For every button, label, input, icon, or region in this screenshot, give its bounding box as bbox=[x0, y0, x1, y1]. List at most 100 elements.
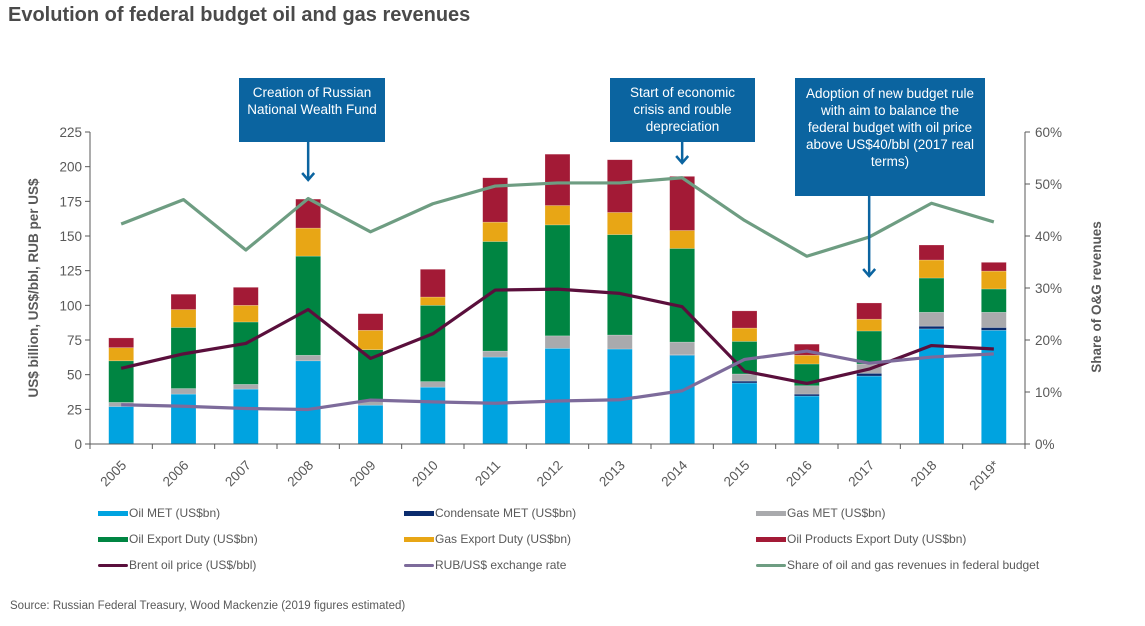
bar-segment-gas-export bbox=[295, 227, 321, 257]
legend-item-rub: RUB/US$ exchange rate bbox=[404, 558, 566, 572]
y2-tick-label: 10% bbox=[1035, 385, 1062, 400]
bar-segment-condensate-met bbox=[856, 372, 882, 377]
bar-segment-oil-met bbox=[544, 348, 571, 445]
bar-segment-oil-met bbox=[295, 360, 321, 445]
bar-segment-oil-met bbox=[669, 354, 695, 445]
bar-segment-oil-met bbox=[357, 404, 384, 445]
bar-segment-condensate-met bbox=[918, 325, 945, 330]
bar-segment-oil-products-export bbox=[981, 262, 1007, 272]
bar-segment-oil-products-export bbox=[233, 287, 259, 306]
bar-segment-oil-export bbox=[918, 277, 945, 313]
x-tick-label: 2009 bbox=[347, 458, 379, 490]
legend-swatch bbox=[404, 510, 434, 516]
bar-segment-oil-export bbox=[295, 255, 321, 356]
y2-tick-label: 20% bbox=[1035, 333, 1062, 348]
bar-segment-oil-met bbox=[482, 356, 508, 445]
bar-segment-gas-export bbox=[357, 329, 384, 351]
legend-item-brent: Brent oil price (US$/bbl) bbox=[98, 558, 256, 572]
callout-wealth-fund: Creation of Russian National Wealth Fund bbox=[239, 78, 385, 142]
x-tick-label: 2010 bbox=[409, 458, 441, 490]
legend-label: Oil Products Export Duty (US$bn) bbox=[787, 532, 967, 546]
legend-label: Gas MET (US$bn) bbox=[787, 506, 886, 520]
bar-segment-gas-export bbox=[544, 205, 571, 226]
legend-swatch bbox=[98, 510, 128, 516]
y-tick-label: 75 bbox=[67, 333, 82, 348]
bar-segment-oil-products-export bbox=[856, 302, 882, 320]
bar-segment-gas-export bbox=[856, 318, 882, 332]
bar-segment-gas-met bbox=[295, 354, 321, 362]
x-tick-label: 2018 bbox=[908, 458, 940, 490]
bar-segment-oil-products-export bbox=[108, 337, 134, 348]
source-note: Source: Russian Federal Treasury, Wood M… bbox=[10, 600, 406, 612]
bar-segment-gas-met bbox=[669, 341, 695, 356]
y-tick-label: 225 bbox=[59, 125, 82, 140]
legend-label: Gas Export Duty (US$bn) bbox=[435, 532, 572, 546]
bar-segment-oil-export bbox=[856, 330, 882, 365]
bar-segment-gas-met bbox=[607, 334, 633, 350]
bar-segment-oil-products-export bbox=[420, 268, 446, 298]
legend-label: Oil Export Duty (US$bn) bbox=[129, 532, 258, 546]
bar-segment-gas-met bbox=[794, 385, 820, 395]
legend-label: Brent oil price (US$/bbl) bbox=[129, 558, 257, 572]
y2-tick-label: 50% bbox=[1035, 177, 1062, 192]
bar-layer bbox=[108, 153, 1007, 445]
y-tick-label: 175 bbox=[59, 194, 82, 209]
y2-tick-label: 60% bbox=[1035, 125, 1062, 140]
y-tick-label: 125 bbox=[59, 264, 82, 279]
y-axis-title: US$ billion, US$/bbl, RUB per US$ bbox=[26, 178, 41, 398]
arrow-head-icon bbox=[301, 172, 316, 182]
y-tick-label: 100 bbox=[59, 298, 82, 313]
legend-swatch bbox=[98, 563, 128, 567]
legend-swatch bbox=[756, 563, 786, 567]
legend-label: Condensate MET (US$bn) bbox=[435, 506, 577, 520]
bar-segment-oil-products-export bbox=[357, 313, 384, 331]
arrow-head-icon bbox=[675, 155, 690, 165]
y2-tick-label: 40% bbox=[1035, 229, 1062, 244]
y-tick-label: 25 bbox=[67, 402, 82, 417]
callout-budget-rule: Adoption of new budget rule with aim to … bbox=[795, 78, 985, 196]
bar-segment-gas-export bbox=[731, 327, 758, 342]
bar-segment-oil-export bbox=[233, 321, 259, 385]
line-layer bbox=[120, 176, 995, 412]
legend-swatch bbox=[756, 536, 786, 542]
bar-segment-gas-met bbox=[482, 350, 508, 358]
x-tick-label: 2017 bbox=[845, 458, 877, 490]
legend-swatch bbox=[404, 536, 434, 542]
y-tick-label: 0 bbox=[74, 437, 82, 452]
x-tick-label: 2006 bbox=[160, 458, 192, 490]
legend-swatch bbox=[404, 563, 434, 567]
bar-segment-oil-export bbox=[420, 305, 446, 382]
bar-segment-gas-export bbox=[981, 270, 1007, 290]
x-tick-label: 2008 bbox=[284, 458, 316, 490]
bar-segment-oil-met bbox=[731, 382, 758, 445]
bar-segment-oil-export bbox=[669, 248, 695, 343]
bar-segment-oil-met bbox=[170, 393, 197, 445]
callout-text: Creation of Russian National Wealth Fund bbox=[247, 85, 377, 117]
bar-segment-condensate-met bbox=[981, 327, 1007, 331]
bar-segment-oil-met bbox=[233, 388, 259, 445]
bar-segment-oil-products-export bbox=[918, 244, 945, 261]
legend-label: RUB/US$ exchange rate bbox=[435, 558, 567, 572]
bar-segment-gas-export bbox=[108, 347, 134, 362]
x-tick-label: 2019* bbox=[966, 457, 1002, 493]
bar-segment-oil-met bbox=[420, 386, 446, 445]
bar-segment-gas-export bbox=[420, 296, 446, 306]
y-tick-label: 150 bbox=[59, 229, 82, 244]
bar-segment-gas-export bbox=[482, 221, 508, 242]
bar-segment-oil-met bbox=[108, 406, 134, 445]
bar-segment-gas-met bbox=[544, 335, 571, 349]
bar-segment-gas-export bbox=[669, 230, 695, 249]
bar-segment-oil-export bbox=[607, 234, 633, 336]
y2-axis-title: Share of O&G revenues bbox=[1089, 221, 1104, 373]
bar-segment-oil-products-export bbox=[170, 293, 197, 310]
bar-segment-gas-met bbox=[918, 311, 945, 327]
x-tick-label: 2012 bbox=[534, 458, 566, 490]
bar-segment-oil-products-export bbox=[607, 159, 633, 213]
legend-label: Share of oil and gas revenues in federal… bbox=[787, 558, 1040, 572]
bar-segment-oil-export bbox=[544, 224, 571, 337]
y2-tick-label: 30% bbox=[1035, 281, 1062, 296]
bar-segment-oil-export bbox=[170, 327, 197, 389]
legend-item-oil-met: Oil MET (US$bn) bbox=[98, 506, 220, 520]
legend-item-oil-export: Oil Export Duty (US$bn) bbox=[98, 532, 258, 546]
bar-segment-oil-products-export bbox=[731, 310, 758, 329]
